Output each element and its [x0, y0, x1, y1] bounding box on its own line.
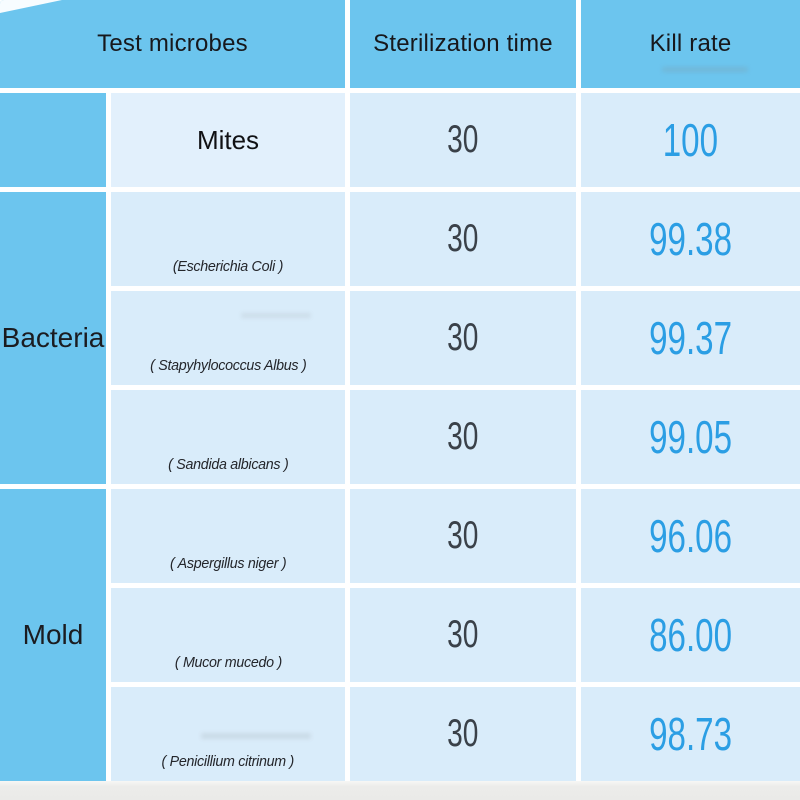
kill-rate-value: 99.38	[649, 213, 732, 265]
erased-text-artifact	[241, 313, 311, 318]
time-value: 30	[447, 217, 479, 260]
header-kill-rate: Kill rate	[581, 0, 800, 88]
kill-rate-cell: 99.37	[581, 291, 800, 385]
time-value: 30	[447, 415, 479, 458]
kill-rate-cell: 86.00	[581, 588, 800, 682]
kill-rate-value: 99.37	[649, 312, 732, 364]
erased-text-artifact	[662, 67, 748, 72]
time-cell: 30	[350, 687, 576, 781]
time-value: 30	[447, 118, 479, 161]
kill-rate-cell: 100	[581, 93, 800, 187]
microbe-cell-aspergillus-niger: ( Aspergillus niger )	[111, 489, 345, 583]
microbe-cell-escherichia-coli: (Escherichia Coli )	[111, 192, 345, 286]
microbe-name: ( Sandida albicans )	[167, 456, 289, 473]
time-cell: 30	[350, 588, 576, 682]
time-cell: 30	[350, 489, 576, 583]
photo-edge-strip	[0, 781, 800, 800]
kill-rate-value: 86.00	[649, 609, 732, 661]
microbe-cell-sandida-albicans: ( Sandida albicans )	[111, 390, 345, 484]
kill-rate-value: 98.73	[649, 708, 732, 760]
category-label: Bacteria	[1, 322, 105, 353]
header-test-microbes-label: Test microbes	[97, 30, 248, 57]
kill-rate-cell: 98.73	[581, 687, 800, 781]
time-cell: 30	[350, 192, 576, 286]
time-value: 30	[447, 712, 479, 755]
microbe-cell-staphylococcus-albus: ( Stapyhylococcus Albus )	[111, 291, 345, 385]
category-cell-mold: Mold	[0, 489, 106, 781]
category-label: Mold	[22, 619, 84, 650]
time-cell: 30	[350, 291, 576, 385]
microbe-name: ( Penicillium citrinum )	[161, 753, 295, 770]
kill-rate-value: 99.05	[649, 411, 732, 463]
microbe-name: ( Aspergillus niger )	[169, 555, 287, 572]
category-cell-empty	[0, 93, 106, 187]
microbe-cell-mites: Mites	[111, 93, 345, 187]
time-value: 30	[447, 316, 479, 359]
kill-rate-cell: 96.06	[581, 489, 800, 583]
time-value: 30	[447, 613, 479, 656]
category-cell-bacteria: Bacteria	[0, 192, 106, 484]
time-cell: 30	[350, 93, 576, 187]
microbe-cell-mucor-mucedo: ( Mucor mucedo )	[111, 588, 345, 682]
time-value: 30	[447, 514, 479, 557]
erased-text-artifact	[201, 733, 311, 739]
kill-rate-value: 100	[662, 114, 719, 166]
header-test-microbes: Test microbes	[0, 0, 345, 88]
table-grid: Test microbes Sterilization time Kill ra…	[0, 0, 800, 781]
microbe-name: (Escherichia Coli )	[172, 258, 284, 275]
kill-rate-value: 96.06	[649, 510, 732, 562]
header-sterilization-time-label: Sterilization time	[373, 30, 553, 57]
microbe-name: Mites	[196, 124, 260, 155]
microbe-cell-penicillium-citrinum: ( Penicillium citrinum )	[111, 687, 345, 781]
header-sterilization-time: Sterilization time	[350, 0, 576, 88]
kill-rate-cell: 99.38	[581, 192, 800, 286]
microbe-name: ( Mucor mucedo )	[174, 654, 282, 671]
kill-rate-cell: 99.05	[581, 390, 800, 484]
time-cell: 30	[350, 390, 576, 484]
microbe-name: ( Stapyhylococcus Albus )	[149, 357, 307, 374]
header-kill-rate-label: Kill rate	[649, 30, 732, 57]
